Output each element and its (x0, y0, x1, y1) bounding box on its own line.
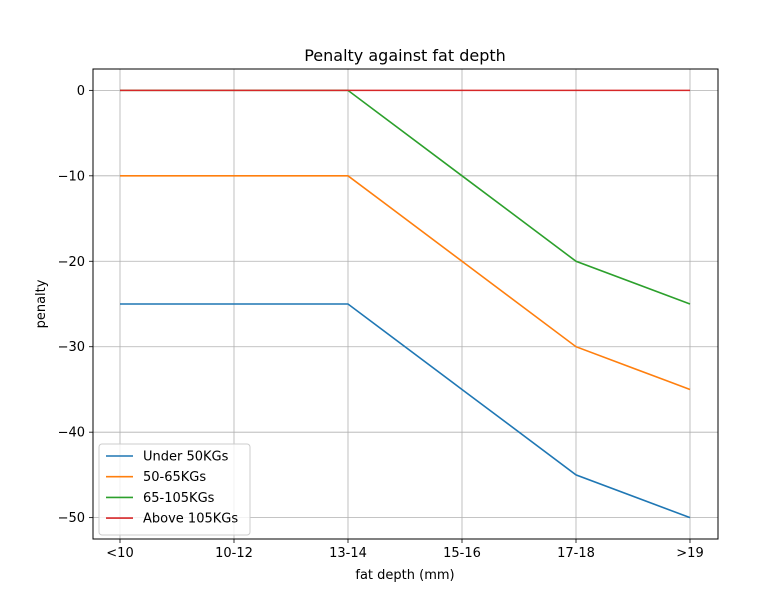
x-axis-label: fat depth (mm) (355, 568, 454, 583)
y-axis-label: penalty (34, 279, 49, 328)
legend: Under 50KGs 50-65KGs 65-105KGs Above 105KGs (98, 443, 251, 536)
y-tick-label: −20 (58, 255, 85, 270)
x-tick-label: <10 (106, 546, 133, 561)
y-tick-label: 0 (77, 84, 85, 99)
legend-box (98, 443, 251, 536)
x-tick-label: 17-18 (557, 546, 595, 561)
y-tick-label: −10 (58, 169, 85, 184)
legend-label: Under 50KGs (143, 450, 229, 465)
series-lines (120, 89, 691, 519)
legend-label: 50-65KGs (143, 470, 206, 485)
y-tick-label: −40 (58, 426, 85, 441)
x-tick-label: >19 (676, 546, 703, 561)
legend-label: Above 105KGs (143, 512, 238, 527)
legend-label: 65-105KGs (143, 491, 215, 506)
series-line-3 (120, 89, 691, 305)
y-axis-ticks: 0 −10 −20 −30 −40 −50 (58, 84, 93, 526)
y-tick-label: −50 (58, 511, 85, 526)
plot-frame (92, 68, 719, 540)
series-line-2 (120, 175, 691, 391)
chart-title: Penalty against fat depth (304, 46, 506, 65)
x-tick-label: 10-12 (215, 546, 253, 561)
series-line-1 (120, 303, 691, 519)
x-tick-label: 15-16 (443, 546, 481, 561)
x-axis-ticks: <10 10-12 13-14 15-16 17-18 >19 (106, 539, 704, 561)
y-tick-label: −30 (58, 340, 85, 355)
x-tick-label: 13-14 (329, 546, 367, 561)
